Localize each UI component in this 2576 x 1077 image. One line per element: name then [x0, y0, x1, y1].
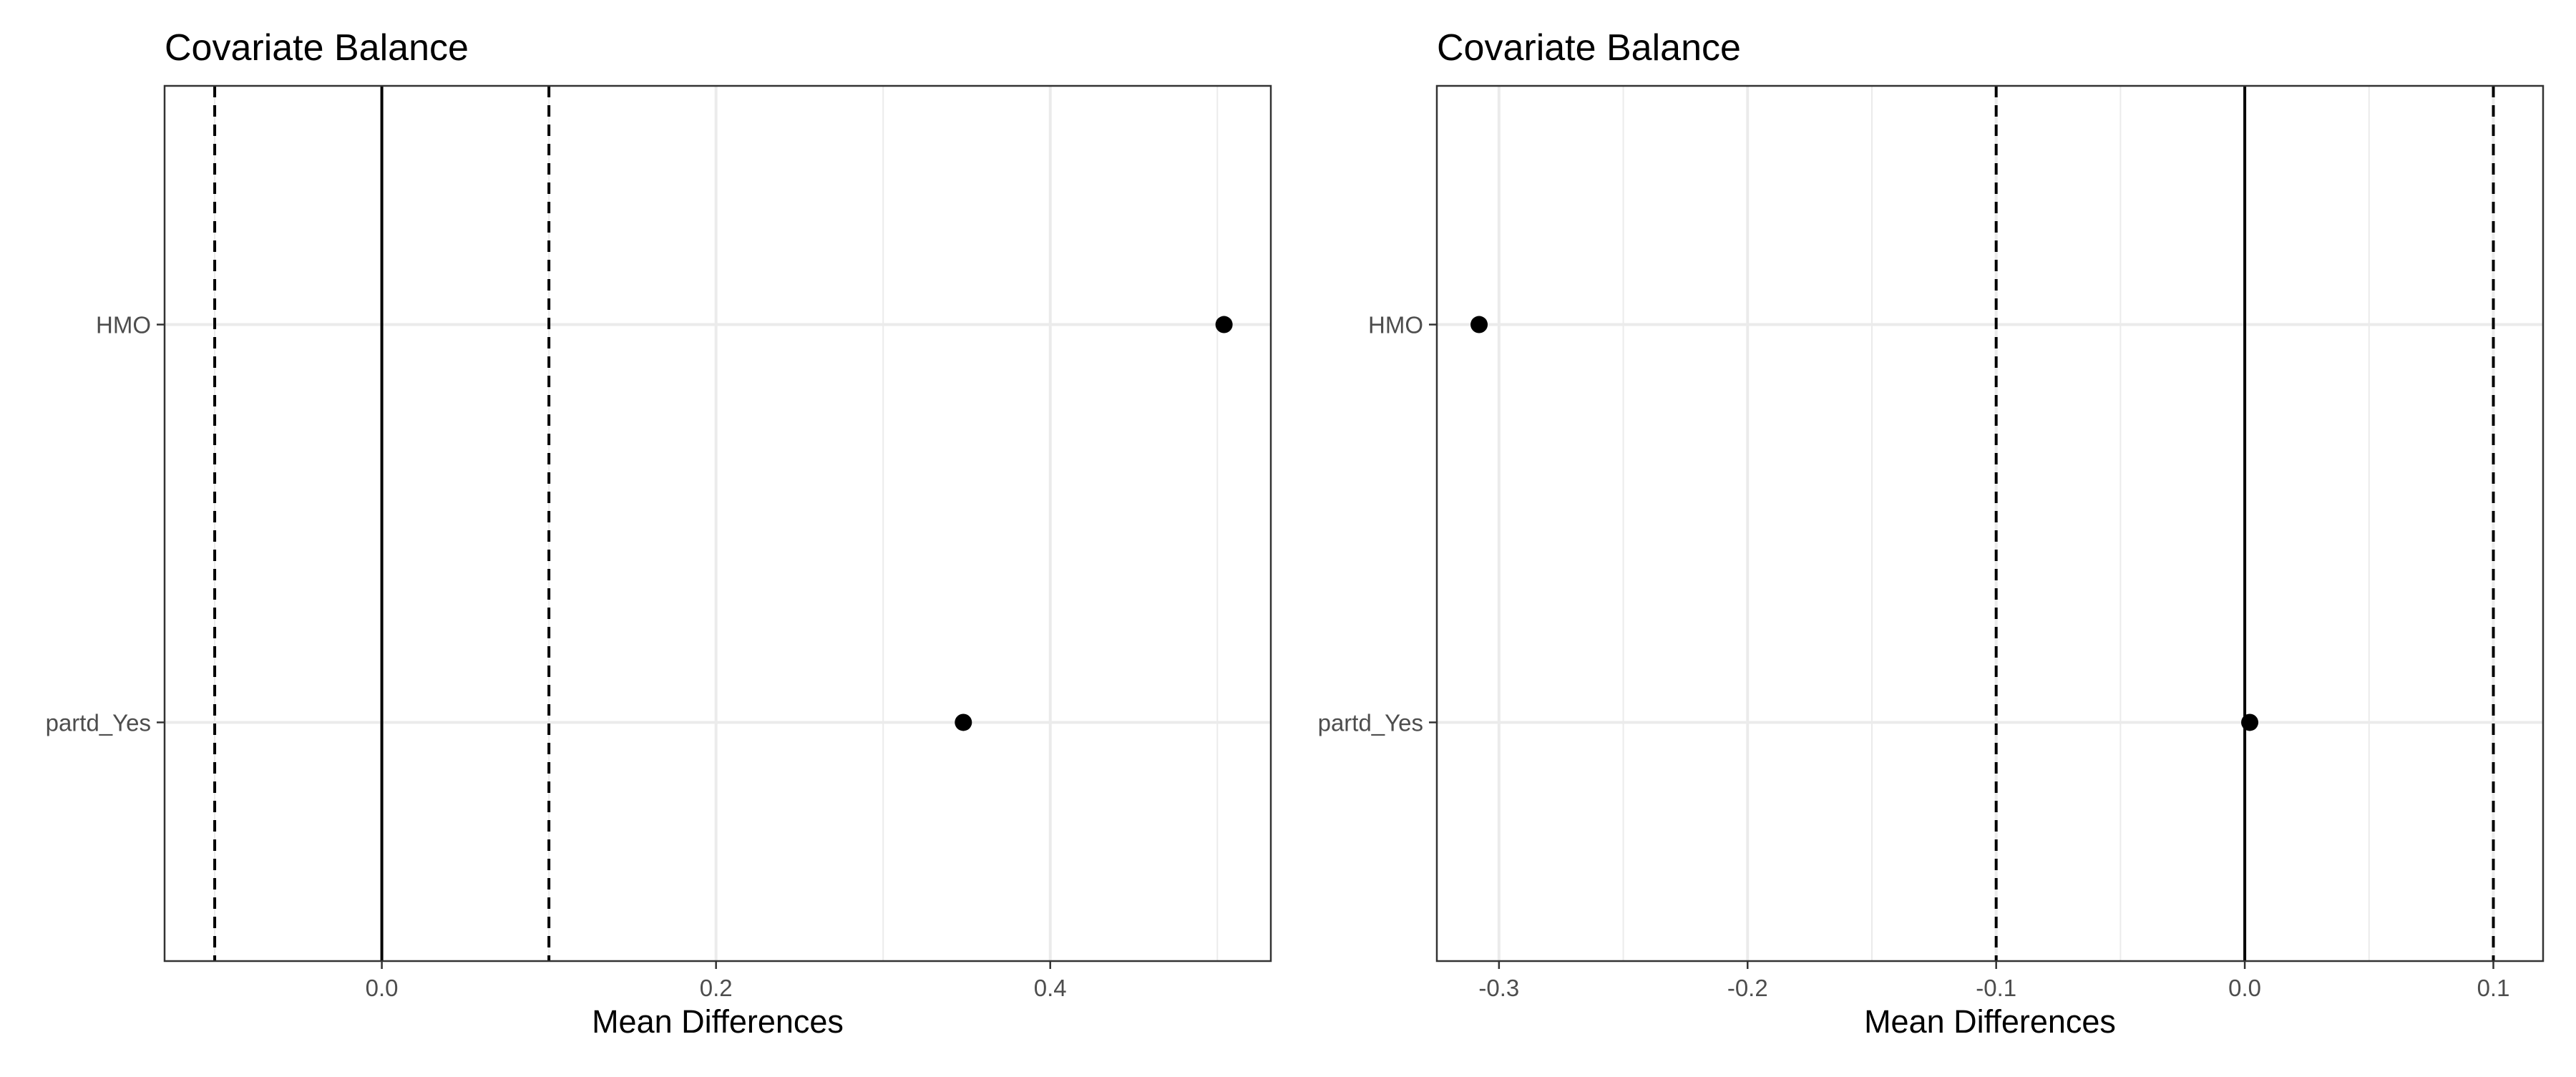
chart-title: Covariate Balance	[1437, 27, 1741, 69]
data-point-partd-yes	[955, 713, 972, 731]
x-axis-label: Mean Differences	[1864, 1003, 2116, 1040]
panel-border	[163, 84, 1272, 963]
data-point-hmo	[1470, 316, 1488, 333]
x-tick-label: 0.0	[2228, 975, 2261, 1001]
y-tick-label: partd_Yes	[1318, 709, 1423, 736]
chart-title: Covariate Balance	[165, 27, 469, 69]
x-axis-label: Mean Differences	[592, 1003, 844, 1040]
plot-background	[165, 86, 1271, 961]
x-tick-label: 0.0	[366, 975, 399, 1001]
y-tick-label: HMO	[1368, 312, 1423, 338]
x-tick-label: -0.1	[1976, 975, 2016, 1001]
plot-background	[1437, 86, 2543, 961]
chart-panel-1: 0.0 0.2 0.4 HMO partd_Yes Covariate Balance Me…	[46, 27, 1272, 1040]
y-tick-label: partd_Yes	[46, 709, 151, 736]
x-tick-label: 0.4	[1034, 975, 1067, 1001]
data-point-partd-yes	[2241, 713, 2259, 731]
x-tick-label: -0.3	[1478, 975, 1519, 1001]
y-tick-label: HMO	[96, 312, 151, 338]
x-tick-label: 0.1	[2477, 975, 2510, 1001]
x-tick-label: 0.2	[700, 975, 733, 1001]
x-tick-label: -0.2	[1727, 975, 1768, 1001]
data-point-hmo	[1215, 316, 1233, 333]
chart-panel-2: -0.3 -0.2 -0.1 0.0 0.1 HMO partd_Yes Covariate …	[1318, 27, 2545, 1040]
panel-border	[1435, 84, 2545, 963]
